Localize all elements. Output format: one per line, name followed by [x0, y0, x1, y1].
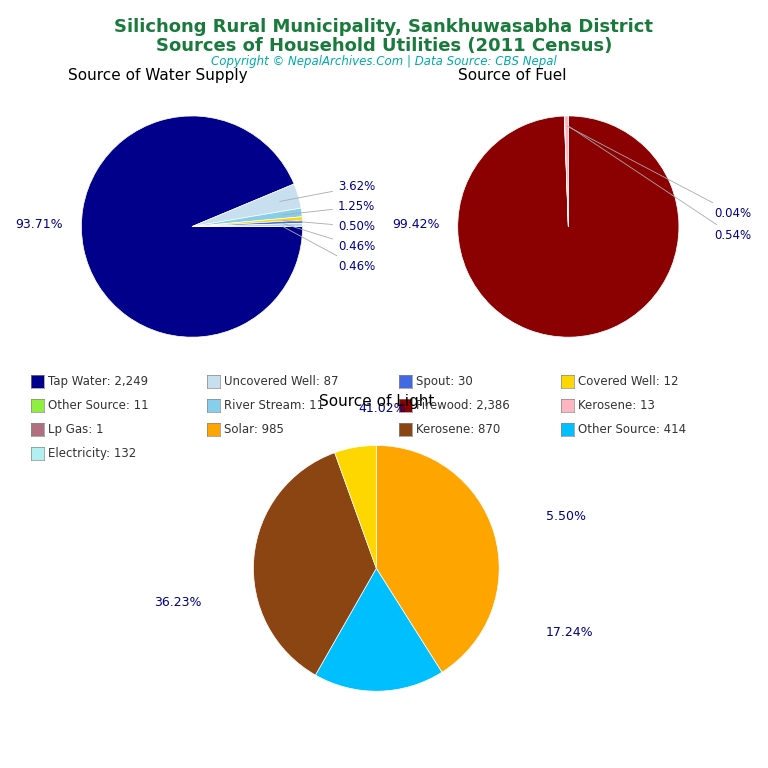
Wedge shape: [192, 184, 301, 227]
Text: 17.24%: 17.24%: [546, 626, 594, 639]
Text: Silichong Rural Municipality, Sankhuwasabha District: Silichong Rural Municipality, Sankhuwasa…: [114, 18, 654, 36]
Text: Source of Water Supply: Source of Water Supply: [68, 68, 247, 83]
Text: Tap Water: 2,249: Tap Water: 2,249: [48, 376, 147, 388]
Text: Other Source: 414: Other Source: 414: [578, 423, 686, 435]
Text: Source of Fuel: Source of Fuel: [458, 68, 566, 83]
Text: Firewood: 2,386: Firewood: 2,386: [416, 399, 510, 412]
Text: 3.62%: 3.62%: [280, 180, 376, 201]
Wedge shape: [335, 445, 376, 568]
Wedge shape: [81, 116, 303, 337]
Text: Electricity: 132: Electricity: 132: [48, 447, 136, 459]
Text: River Stream: 11: River Stream: 11: [224, 399, 324, 412]
Wedge shape: [192, 223, 303, 227]
Text: 5.50%: 5.50%: [546, 510, 586, 523]
Text: Covered Well: 12: Covered Well: 12: [578, 376, 678, 388]
Text: 99.42%: 99.42%: [392, 218, 439, 231]
Text: Copyright © NepalArchives.Com | Data Source: CBS Nepal: Copyright © NepalArchives.Com | Data Sou…: [211, 55, 557, 68]
Text: Lp Gas: 1: Lp Gas: 1: [48, 423, 103, 435]
Text: 0.54%: 0.54%: [569, 127, 751, 242]
Text: Sources of Household Utilities (2011 Census): Sources of Household Utilities (2011 Cen…: [156, 37, 612, 55]
Text: 0.50%: 0.50%: [283, 220, 375, 233]
Text: Spout: 30: Spout: 30: [416, 376, 473, 388]
Text: 41.02%: 41.02%: [359, 402, 406, 415]
Text: 93.71%: 93.71%: [15, 218, 63, 231]
Wedge shape: [376, 445, 499, 672]
Text: Kerosene: 13: Kerosene: 13: [578, 399, 654, 412]
Wedge shape: [458, 116, 679, 337]
Title: Source of Light: Source of Light: [319, 395, 434, 409]
Text: 0.46%: 0.46%: [283, 227, 376, 273]
Text: Uncovered Well: 87: Uncovered Well: 87: [224, 376, 339, 388]
Text: Solar: 985: Solar: 985: [224, 423, 284, 435]
Text: Kerosene: 870: Kerosene: 870: [416, 423, 501, 435]
Text: Other Source: 11: Other Source: 11: [48, 399, 148, 412]
Text: 1.25%: 1.25%: [283, 200, 376, 215]
Text: 0.46%: 0.46%: [283, 223, 376, 253]
Text: 36.23%: 36.23%: [154, 596, 202, 609]
Wedge shape: [564, 116, 568, 227]
Wedge shape: [253, 452, 376, 675]
Wedge shape: [564, 116, 568, 227]
Wedge shape: [316, 568, 442, 691]
Wedge shape: [192, 220, 303, 227]
Text: 0.04%: 0.04%: [568, 126, 751, 220]
Wedge shape: [192, 208, 302, 227]
Wedge shape: [192, 217, 303, 227]
